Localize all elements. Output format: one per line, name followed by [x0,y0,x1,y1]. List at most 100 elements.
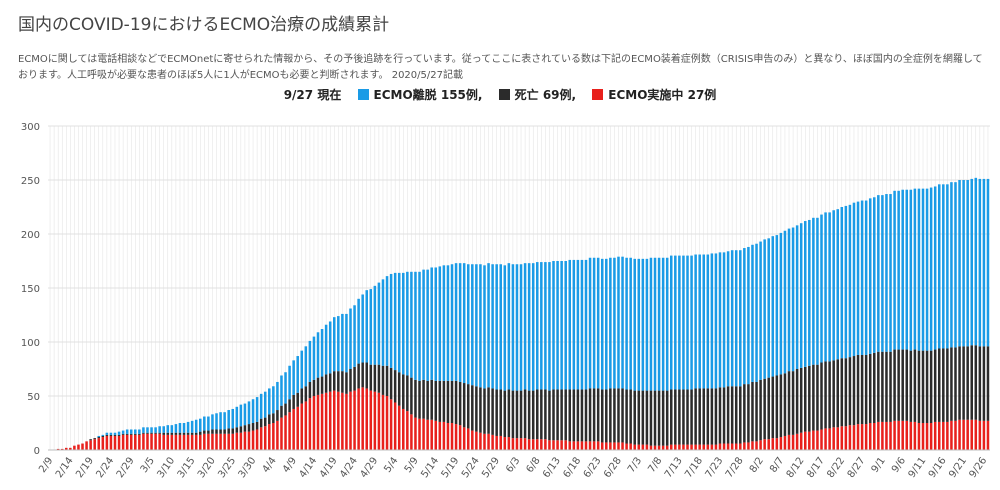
bar-weaned [479,264,482,388]
bar-ongoing [868,423,872,450]
bar-death [385,365,389,396]
bar-weaned [860,200,864,355]
bar-death [588,388,592,442]
legend-item-ongoing[interactable]: ECMO実施中 27例 [592,86,716,103]
bar-ongoing [121,434,125,450]
bar-death [361,362,364,388]
bar-death [101,435,105,438]
bar-death [552,389,555,441]
bar-death [670,389,673,445]
bar-ongoing [60,448,64,450]
x-tick-label: 7/28 [724,455,746,480]
x-tick-label: 9/1 [870,455,888,474]
legend-item-death[interactable]: 死亡 69例, [498,86,577,103]
bar-ongoing [982,420,986,450]
x-tick-label: 7/13 [663,455,685,480]
bar-death [633,390,636,445]
bar-weaned [670,255,673,390]
bar-weaned [881,195,884,352]
bar-death [613,388,616,443]
bar-weaned [312,336,316,380]
bar-weaned [718,252,722,388]
bar-ongoing [77,444,80,450]
bar-ongoing [665,445,669,450]
bar-death [791,371,795,435]
bar-ongoing [933,421,937,450]
bar-weaned [454,263,458,381]
bar-weaned [357,298,360,364]
bar-death [410,377,413,415]
bar-weaned [734,250,738,387]
bar-ongoing [422,418,425,450]
bar-weaned [475,264,478,387]
bar-weaned [751,244,754,382]
bar-death [937,348,941,422]
bar-weaned [251,399,255,423]
bar-weaned [889,194,892,352]
bar-weaned [97,435,101,438]
bar-death [466,384,470,429]
bar-ongoing [259,427,263,450]
bar-ongoing [276,420,279,450]
bar-death [231,428,235,434]
bar-death [641,390,645,445]
bar-weaned [901,189,904,350]
bar-ongoing [280,417,283,450]
bar-death [751,381,754,442]
bar-weaned [954,182,957,348]
bar-death [259,418,263,428]
bar-death [986,346,990,421]
bar-weaned [743,248,746,385]
bar-weaned [536,262,539,390]
x-tick-label: 3/20 [196,455,218,480]
bar-weaned [621,256,624,389]
bar-ongoing [954,420,957,450]
bar-weaned [929,187,933,351]
bar-ongoing [166,434,170,450]
bar-ongoing [633,444,636,450]
bar-death [284,403,287,416]
bar-weaned [527,263,531,391]
bar-weaned [162,426,165,433]
bar-ongoing [410,414,413,450]
bar-ongoing [381,394,385,450]
x-tick-label: 5/24 [460,455,482,480]
bar-ongoing [852,425,856,450]
bar-ongoing [207,433,210,450]
bar-ongoing [438,421,442,450]
y-tick-label: 100 [21,338,40,349]
bar-ongoing [848,425,852,450]
bar-death [580,389,584,442]
bar-ongoing [576,441,580,450]
bar-ongoing [117,435,121,450]
bar-ongoing [519,438,523,450]
bar-ongoing [337,391,340,450]
legend-label-death: 死亡 69例, [514,88,577,102]
bar-weaned [795,225,799,369]
bar-ongoing [186,434,190,450]
bar-death [694,388,697,445]
bar-ongoing [710,444,714,450]
bar-death [186,432,190,435]
bar-death [150,432,153,434]
bar-weaned [588,257,592,389]
bar-death [519,390,523,439]
bar-death [454,380,458,425]
legend-swatch-death [498,89,510,100]
bar-death [239,426,243,433]
bar-death [816,364,819,431]
x-tick-label: 6/13 [541,455,563,480]
bar-death [873,352,876,423]
bar-death [320,376,324,394]
bar-weaned [962,180,965,347]
bar-weaned [166,425,170,433]
bar-death [808,365,811,432]
bar-weaned [199,418,202,432]
legend-item-weaned[interactable]: ECMO離脱 155例, [357,86,482,103]
bar-ongoing [613,442,616,450]
bar-death [860,354,864,425]
bar-ongoing [978,420,982,450]
bar-ongoing [471,430,474,450]
bar-death [194,432,198,435]
